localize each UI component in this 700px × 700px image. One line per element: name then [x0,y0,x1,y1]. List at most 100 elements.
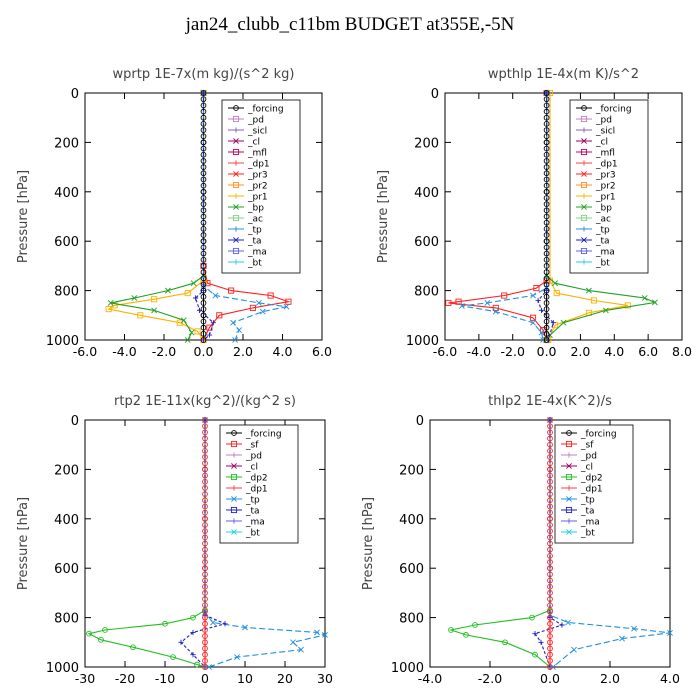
zero-point [547,565,553,572]
legend-label: _forcing [245,430,282,440]
legend-label: _bp [247,204,264,214]
y-tick-label: 1000 [46,334,79,349]
data-point [538,329,545,336]
zero-point [543,151,550,158]
data-point [667,629,673,636]
zero-profile [200,90,207,343]
zero-point [200,108,207,115]
series-ta [193,90,216,343]
data-point [559,622,565,628]
legend-marker [233,127,239,133]
legend-marker [231,463,237,469]
legend-marker [566,496,572,502]
data-point [322,631,328,638]
y-tick-label: 600 [414,235,439,250]
zero-point [202,478,208,485]
zero-point [547,497,553,504]
data-point [651,299,658,306]
series-line [204,420,328,668]
legend-label: _ac [595,215,611,225]
data-point [236,327,242,334]
zero-point [543,108,550,115]
legend-marker [232,214,240,222]
zero-point [200,244,207,251]
legend-label: _dp2 [245,474,268,484]
zero-point [200,158,207,164]
zero-point [547,602,553,609]
plot-frame [444,92,683,341]
zero-profile [547,417,553,670]
legend-label: _dp1 [245,485,268,495]
x-tick-label: 0.0 [537,344,557,359]
legend-marker [233,171,239,177]
x-tick-label: 30 [317,671,333,686]
data-point [298,646,304,653]
zero-point [547,664,553,670]
legend-marker [581,127,587,133]
zero-point [200,324,207,331]
zero-point [200,188,207,195]
legend-marker [233,226,239,232]
series-tp [459,90,550,343]
data-point [538,639,544,645]
zero-point [200,232,207,238]
data-point [543,90,550,96]
x-tick-label: -4.0 [467,344,491,359]
y-axis-label: Pressure [hPa] [16,497,31,590]
zero-point [200,133,207,140]
zero-point [200,312,207,319]
legend-marker [566,430,572,436]
zero-point [202,472,208,479]
data-point [543,288,550,294]
legend-label: _forcing [580,430,617,440]
zero-point [547,633,553,639]
zero-point [543,232,550,238]
data-point [228,287,235,294]
data-point [200,90,207,96]
legend-label: _cl [245,463,258,473]
zero-point [547,657,553,664]
zero-point [202,583,208,590]
zero-point [200,281,207,288]
y-axis-label: Pressure [hPa] [376,170,391,263]
data-point [184,337,191,343]
data-point [445,299,452,307]
data-point [190,652,196,658]
legend: _forcing_sf_pd_cl_dp2_dp1_tp_ta_ma_bt [554,424,634,544]
x-tick-label: 0.0 [540,671,560,686]
zero-point [200,164,207,170]
series-line [448,93,548,341]
legend-marker [565,473,573,481]
zero-point [543,250,550,257]
legend-marker [231,452,237,458]
zero-point [543,127,550,133]
series-line [110,93,205,341]
zero-point [200,306,207,312]
data-point [552,280,558,287]
series-bp [107,90,207,343]
zero-point [547,460,553,467]
legend-label: _cl [580,463,593,473]
legend-marker [566,529,572,535]
zero-point [547,559,553,565]
legend-label: _pr1 [595,193,616,203]
data-point [194,328,201,335]
legend-label: _bt [595,259,610,269]
zero-point [200,201,207,208]
y-tick-label: 0 [71,414,79,429]
zero-point [547,645,553,652]
data-point [314,629,320,636]
data-point [188,329,195,336]
zero-point [200,330,207,337]
data-point [200,288,207,294]
zero-point [543,244,550,251]
zero-point [543,96,550,103]
zero-point [200,238,207,245]
zero-point [543,164,550,170]
data-point [234,654,240,661]
data-point [532,651,538,658]
zero-point [200,207,207,214]
data-point [176,319,183,326]
legend-label: _bp [595,204,612,214]
